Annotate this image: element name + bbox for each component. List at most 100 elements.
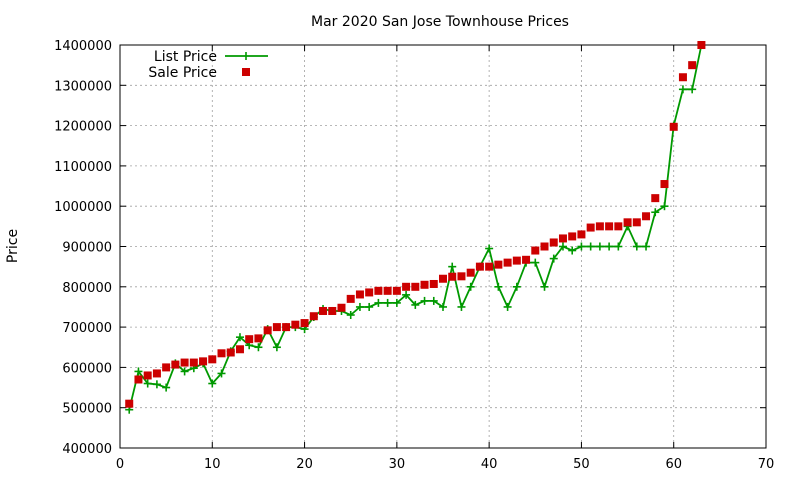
list-price-point (577, 242, 586, 251)
list-price-point (152, 380, 161, 389)
y-tick-label: 1100000 (54, 160, 112, 175)
sale-price-point (595, 222, 604, 231)
sale-price-point (392, 286, 401, 295)
list-price-point (162, 383, 171, 392)
sale-price-point (688, 61, 697, 70)
y-tick-label: 800000 (62, 281, 112, 296)
sale-price-point (697, 41, 706, 49)
list-price-point (485, 244, 494, 253)
list-price-point (448, 262, 457, 271)
sale-price-point (558, 234, 567, 243)
sale-price-point (374, 286, 383, 295)
list-price-point (678, 85, 687, 94)
sale-price-point (235, 345, 244, 354)
list-price-point (595, 242, 604, 251)
list-price-point (642, 242, 651, 251)
list-price-point (134, 367, 143, 376)
list-price-point (586, 242, 595, 251)
y-tick-label: 700000 (62, 321, 112, 336)
sale-price-point (439, 274, 447, 283)
sale-price-point (605, 222, 614, 231)
sale-price-point (328, 306, 337, 315)
list-price-point (651, 208, 660, 217)
sale-price-point (282, 323, 291, 332)
plot-frame (119, 44, 767, 449)
series-layer (125, 41, 706, 414)
list-price-point (494, 282, 503, 291)
sale-price-point (475, 262, 484, 271)
sale-price-point (540, 242, 549, 251)
sale-price-point (420, 280, 429, 289)
sale-price-point (402, 282, 411, 291)
sale-price-point (678, 73, 687, 82)
sale-price-point (660, 180, 669, 189)
sale-price-point (448, 272, 457, 281)
y-tick-label: 1000000 (54, 200, 112, 215)
list-price-point (383, 298, 392, 307)
y-tick-label: 600000 (62, 361, 112, 376)
list-price-point (346, 311, 355, 320)
chart-title: Mar 2020 San Jose Townhouse Prices (311, 14, 569, 30)
x-tick-label: 60 (665, 457, 682, 472)
list-price-point (217, 369, 226, 378)
sale-price-point (669, 122, 678, 131)
sale-price-point (263, 326, 272, 335)
sale-price-point (272, 323, 281, 332)
sale-price-point (411, 282, 420, 291)
sale-price-point (180, 358, 189, 367)
y-tick-label: 500000 (62, 402, 112, 417)
sale-price-point (586, 223, 595, 232)
sale-price-point (143, 371, 152, 380)
y-tick-label: 1300000 (54, 79, 112, 94)
sale-price-point (337, 303, 346, 312)
list-price-point (688, 85, 697, 94)
list-price-point (568, 246, 577, 255)
list-price-point (374, 298, 383, 307)
sale-price-point (171, 360, 180, 369)
legend-label-list-price: List Price (154, 49, 217, 65)
sale-price-point (152, 369, 161, 378)
list-price-point (235, 333, 244, 342)
x-tick-label: 50 (573, 457, 590, 472)
sale-price-point (577, 230, 586, 239)
sale-price-point (245, 335, 254, 344)
list-price-point (420, 296, 429, 305)
list-price-point (392, 298, 401, 307)
list-price-point (503, 302, 512, 311)
sale-price-point (512, 256, 521, 265)
sale-price-point (134, 375, 143, 384)
sale-price-point (365, 288, 374, 297)
legend-label-sale-price: Sale Price (148, 65, 217, 81)
list-price-point (365, 302, 374, 311)
x-tick-label: 0 (116, 457, 124, 472)
sale-price-point (642, 212, 651, 221)
sale-price-point (457, 272, 466, 281)
list-price-point (549, 254, 558, 263)
sale-price-point (162, 363, 171, 372)
list-price-point (402, 290, 411, 299)
list-price-point (466, 282, 475, 291)
sale-price-point (568, 232, 577, 241)
y-axis-title: Price (5, 229, 21, 263)
list-price-point (605, 242, 614, 251)
list-price-point (180, 367, 189, 376)
list-price-point (208, 379, 217, 388)
sale-price-point (466, 268, 475, 277)
list-price-point (614, 242, 623, 251)
list-price-point (411, 300, 420, 309)
sale-price-point (651, 194, 660, 203)
list-price-point (512, 282, 521, 291)
sale-price-point (226, 348, 235, 357)
sale-price-point (549, 238, 558, 247)
sale-price-point (355, 290, 364, 299)
list-price-point (355, 302, 364, 311)
sale-price-point (383, 286, 392, 295)
sale-price-point (319, 306, 328, 315)
sale-price-point (254, 334, 263, 343)
sale-price-point (309, 312, 318, 321)
y-tick-label: 1400000 (54, 39, 112, 54)
list-price-point (660, 202, 669, 211)
list-price-point (143, 379, 152, 388)
